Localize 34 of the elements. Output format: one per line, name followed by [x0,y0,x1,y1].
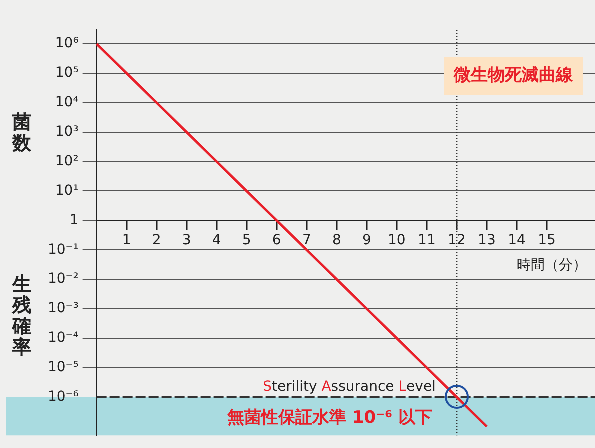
y-axis-title: 菌数 [12,111,32,154]
x-tick-label: 2 [152,232,162,249]
x-tick-label: 6 [272,232,282,249]
y-tick-label: 10⁻³ [48,300,79,317]
x-tick-label: 15 [538,232,556,249]
x-tick-label: 12 [448,232,466,249]
y-tick-label: 10⁻⁶ [48,388,80,405]
y-tick-label: 1 [70,212,79,228]
x-tick-label: 9 [362,232,372,249]
y-tick-label: 10⁵ [55,65,79,82]
text: 生残確率 [12,273,32,358]
annotation: 微生物死滅曲線 [453,65,574,86]
y-tick-label: 10⁶ [55,36,80,52]
text: Sterility Assurance Level [263,378,436,395]
x-tick-label: 10 [388,232,406,249]
x-tick-label: 11 [418,232,436,249]
x-tick-label: 4 [212,232,222,249]
y-tick-label: 10⁻⁴ [48,330,80,346]
band-label: 無菌性保証水準 10⁻⁶ 以下 [226,408,432,428]
x-tick-label: 14 [508,232,526,249]
x-tick-label: 5 [242,232,252,249]
x-tick-label: 1 [122,232,132,249]
y-tick-label: 10⁴ [55,94,80,111]
y-tick-label: 10⁻² [48,271,79,288]
y-tick-label: 10¹ [55,182,79,199]
x-tick-label: 7 [302,232,312,249]
x-axis-title: 時間（分） [517,257,587,274]
y-tick-label: 10⁻⁵ [48,360,79,376]
y-tick-label: 10³ [55,124,79,140]
y-tick-label: 10⁻¹ [48,242,79,258]
x-tick-label: 13 [478,232,496,249]
x-tick-label: 3 [182,232,192,249]
y-tick-label: 10² [55,153,79,170]
x-tick-label: 8 [332,232,342,249]
